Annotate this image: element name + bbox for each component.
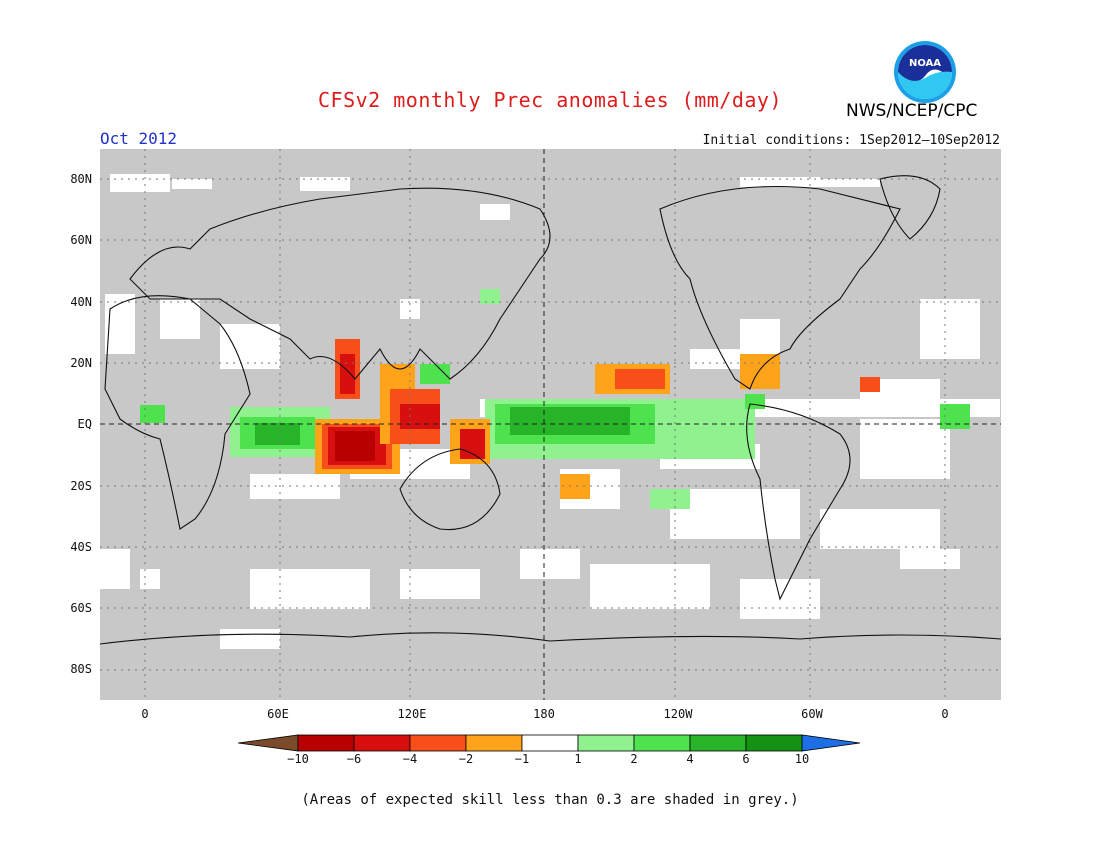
lat-label: 20N	[70, 356, 92, 370]
colorbar-tick-label: −6	[346, 752, 362, 766]
colorbar-tick-label: −2	[458, 752, 474, 766]
colorbar-tick-label: 2	[630, 752, 638, 766]
noaa-logo: NOAA	[894, 41, 956, 103]
colorbar-tick-label: −1	[514, 752, 530, 766]
lon-label: 0	[141, 707, 149, 721]
precip-anomaly-map	[100, 149, 1001, 700]
lon-label: 0	[941, 707, 949, 721]
lat-label: 80N	[70, 172, 92, 186]
colorbar	[238, 734, 861, 752]
lon-label: 120W	[663, 707, 693, 721]
lat-label: 60S	[70, 601, 92, 615]
positive-anomaly-regions	[140, 289, 970, 509]
skill-footnote: (Areas of expected skill less than 0.3 a…	[301, 792, 799, 808]
colorbar-segment	[409, 734, 467, 752]
colorbar-segment	[297, 734, 355, 752]
colorbar-tick-label: 1	[574, 752, 582, 766]
colorbar-segment	[521, 734, 579, 752]
lon-label: 60W	[801, 707, 823, 721]
svg-text:NOAA: NOAA	[909, 58, 941, 69]
lat-label: 60N	[70, 233, 92, 247]
initial-conditions: Initial conditions: 1Sep2012—10Sep2012	[702, 133, 1000, 148]
colorbar-segment-gt-10	[801, 734, 861, 752]
colorbar-segment	[689, 734, 747, 752]
chart-title: CFSv2 monthly Prec anomalies (mm/day)	[317, 88, 783, 112]
lat-label: 80S	[70, 662, 92, 676]
colorbar-segment-lt-10	[238, 734, 299, 752]
colorbar-segment	[577, 734, 635, 752]
colorbar-tick-label: −10	[287, 752, 309, 766]
colorbar-tick-label: 10	[794, 752, 810, 766]
lon-label: 120E	[397, 707, 427, 721]
lon-label: 60E	[267, 707, 289, 721]
colorbar-segment	[353, 734, 411, 752]
colorbar-tick-label: −4	[402, 752, 418, 766]
colorbar-segment	[745, 734, 803, 752]
lon-label: 180	[533, 707, 555, 721]
lat-label: 40S	[70, 540, 92, 554]
colorbar-tick-label: 6	[742, 752, 750, 766]
forecast-month: Oct 2012	[100, 129, 178, 148]
negative-anomaly-regions	[315, 339, 880, 499]
lat-label: 40N	[70, 295, 92, 309]
coastlines	[100, 175, 1001, 645]
organization-label: NWS/NCEP/CPC	[846, 101, 978, 121]
lat-lon-grid	[100, 149, 1001, 700]
colorbar-segment	[465, 734, 523, 752]
colorbar-segment	[633, 734, 691, 752]
lat-label: EQ	[77, 417, 92, 431]
equator-dateline	[100, 149, 1001, 700]
lat-label: 20S	[70, 479, 92, 493]
colorbar-tick-label: 4	[686, 752, 694, 766]
